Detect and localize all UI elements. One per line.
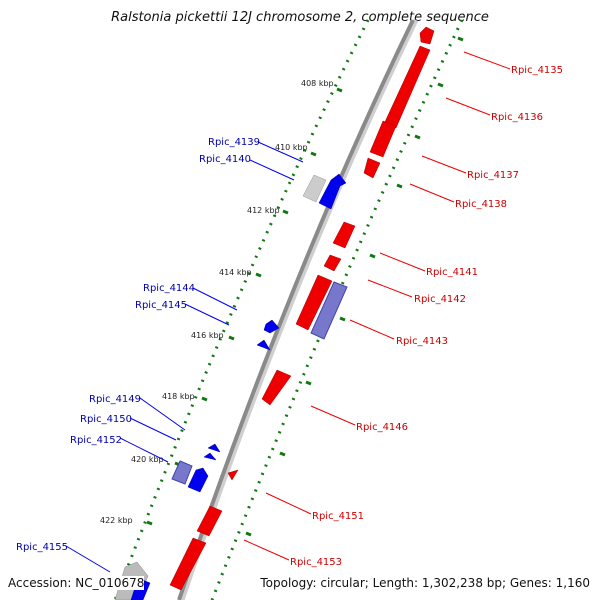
gene-label-rpic-4135: Rpic_4135 (511, 65, 563, 76)
gene-label-rpic-4151: Rpic_4151 (312, 511, 364, 522)
gene-label-rpic-4146: Rpic_4146 (356, 422, 408, 433)
map-title: Ralstonia pickettii 12J chromosome 2, co… (111, 10, 489, 25)
kbp-labels: 408 kbp 410 kbp 412 kbp 414 kbp 416 kbp … (100, 79, 334, 525)
gene-arrow-rpic-4146-b (261, 369, 292, 406)
gene-label-rpic-4143: Rpic_4143 (396, 336, 448, 347)
gene-arrow-rpic-4153-a (196, 505, 223, 537)
topology-text: Topology: circular; Length: 1,302,238 bp… (260, 576, 590, 590)
gene-label-rpic-4137: Rpic_4137 (467, 170, 519, 181)
gene-label-rpic-4155: Rpic_4155 (16, 542, 68, 553)
gene-label-rpic-4138: Rpic_4138 (455, 199, 507, 210)
forward-gene-labels[interactable]: Rpic_4135 Rpic_4136 Rpic_4137 Rpic_4138 … (290, 65, 563, 568)
gene-box-rpic-4152 (171, 460, 193, 485)
kbp-label-408: 408 kbp (301, 79, 334, 88)
gene-label-rpic-4150: Rpic_4150 (80, 414, 132, 425)
gene-label-rpic-4144: Rpic_4144 (143, 283, 195, 294)
gene-label-rpic-4153: Rpic_4153 (290, 557, 342, 568)
gene-arrow-rpic-4153-b (169, 537, 207, 591)
reverse-leader-lines (65, 141, 304, 573)
gene-label-rpic-4140: Rpic_4140 (199, 154, 251, 165)
gene-arrow-rpic-4152 (187, 467, 209, 493)
gene-box-rpic-4139 (302, 174, 327, 203)
gene-arrow-rpic-4141 (332, 221, 356, 249)
gene-label-rpic-4139: Rpic_4139 (208, 137, 260, 148)
kbp-label-410: 410 kbp (275, 143, 308, 152)
gene-arrow-rpic-4151 (227, 469, 239, 481)
gene-label-rpic-4136: Rpic_4136 (491, 112, 543, 123)
gene-arrow-rpic-4142 (323, 254, 342, 272)
forward-leader-lines (243, 51, 511, 561)
kbp-label-412: 412 kbp (247, 206, 280, 215)
gene-label-rpic-4142: Rpic_4142 (414, 294, 466, 305)
gene-label-rpic-4152: Rpic_4152 (70, 435, 122, 446)
kbp-label-414: 414 kbp (219, 268, 252, 277)
gene-arrow-rpic-4145 (256, 339, 271, 351)
kbp-tick-marks (146, 36, 464, 537)
gene-arrow-rpic-4135 (419, 26, 435, 45)
kbp-label-420: 420 kbp (131, 455, 164, 464)
kbp-label-418: 418 kbp (162, 392, 195, 401)
inner-dotted-track (113, 19, 370, 600)
gene-arrow-rpic-4140 (318, 173, 347, 210)
gene-label-rpic-4141: Rpic_4141 (426, 267, 478, 278)
gene-label-rpic-4145: Rpic_4145 (135, 300, 187, 311)
gene-arrow-rpic-4136 (383, 45, 431, 129)
forward-gene-arrows[interactable] (169, 26, 435, 591)
gene-label-rpic-4149: Rpic_4149 (89, 394, 141, 405)
gene-arrow-rpic-4146-a (295, 274, 333, 331)
gene-box-rpic-4143[interactable] (310, 281, 348, 340)
gene-arrow-rpic-4144 (263, 319, 280, 334)
kbp-label-422: 422 kbp (100, 516, 133, 525)
reverse-gene-labels[interactable]: Rpic_4139 Rpic_4140 Rpic_4144 Rpic_4145 … (16, 137, 260, 553)
gene-arrow-rpic-4149 (207, 443, 221, 453)
kbp-label-416: 416 kbp (191, 331, 224, 340)
gene-arrow-rpic-4138 (363, 157, 381, 179)
gene-arrow-rpic-4137 (369, 120, 397, 158)
accession-text: Accession: NC_010678 (8, 576, 145, 590)
gene-arrow-rpic-4150 (203, 452, 217, 461)
reverse-gene-arrows[interactable] (114, 173, 347, 600)
